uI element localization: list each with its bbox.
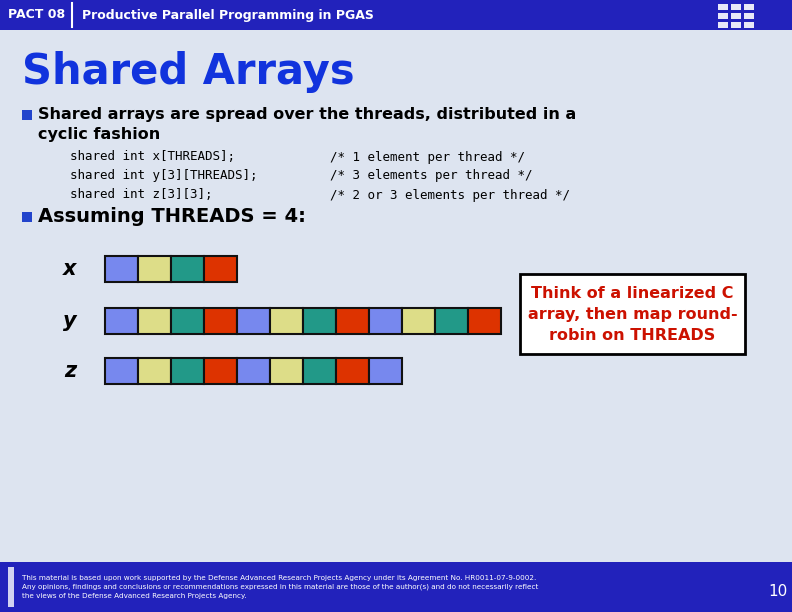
Bar bbox=[0, 562, 792, 612]
Bar bbox=[171, 308, 204, 334]
Bar bbox=[731, 22, 741, 28]
Bar bbox=[138, 256, 171, 282]
Text: Shared Arrays: Shared Arrays bbox=[22, 51, 355, 93]
Bar bbox=[744, 13, 754, 19]
Text: /* 1 element per thread */: /* 1 element per thread */ bbox=[330, 151, 525, 163]
Bar bbox=[138, 358, 171, 384]
Bar bbox=[303, 358, 336, 384]
Bar bbox=[105, 358, 138, 384]
Bar bbox=[731, 4, 741, 10]
Bar bbox=[105, 308, 138, 334]
Bar bbox=[744, 22, 754, 28]
Bar bbox=[237, 308, 270, 334]
Bar bbox=[718, 13, 728, 19]
Text: y: y bbox=[63, 311, 77, 331]
Text: /* 3 elements per thread */: /* 3 elements per thread */ bbox=[330, 170, 532, 182]
Text: Shared arrays are spread over the threads, distributed in a: Shared arrays are spread over the thread… bbox=[38, 108, 577, 122]
Bar bbox=[402, 308, 435, 334]
Bar bbox=[336, 358, 369, 384]
Text: Productive Parallel Programming in PGAS: Productive Parallel Programming in PGAS bbox=[82, 9, 374, 21]
Text: shared int x[THREADS];: shared int x[THREADS]; bbox=[70, 151, 235, 163]
Bar bbox=[105, 256, 138, 282]
Text: PACT 08: PACT 08 bbox=[8, 9, 65, 21]
Text: x: x bbox=[63, 259, 77, 279]
Bar bbox=[718, 22, 728, 28]
Text: Assuming THREADS = 4:: Assuming THREADS = 4: bbox=[38, 207, 306, 226]
Bar bbox=[744, 4, 754, 10]
Bar bbox=[204, 358, 237, 384]
Text: 10: 10 bbox=[768, 584, 787, 600]
Bar bbox=[22, 212, 32, 222]
Bar bbox=[520, 274, 745, 354]
Bar bbox=[138, 308, 171, 334]
Bar bbox=[8, 567, 14, 607]
Bar bbox=[204, 308, 237, 334]
Bar bbox=[237, 358, 270, 384]
Text: cyclic fashion: cyclic fashion bbox=[38, 127, 160, 143]
Text: Think of a linearized C
array, then map round-
robin on THREADS: Think of a linearized C array, then map … bbox=[527, 286, 737, 343]
Bar bbox=[718, 4, 728, 10]
Bar bbox=[468, 308, 501, 334]
Bar bbox=[171, 256, 204, 282]
Bar bbox=[270, 358, 303, 384]
Text: z: z bbox=[64, 361, 76, 381]
Bar bbox=[270, 308, 303, 334]
Text: /* 2 or 3 elements per thread */: /* 2 or 3 elements per thread */ bbox=[330, 188, 570, 201]
Bar bbox=[303, 308, 336, 334]
Text: shared int z[3][3];: shared int z[3][3]; bbox=[70, 188, 212, 201]
Bar bbox=[369, 308, 402, 334]
Text: This material is based upon work supported by the Defense Advanced Research Proj: This material is based upon work support… bbox=[22, 575, 539, 599]
Bar bbox=[22, 110, 32, 120]
Bar bbox=[731, 13, 741, 19]
Bar bbox=[204, 256, 237, 282]
Bar bbox=[0, 0, 792, 30]
Bar bbox=[369, 358, 402, 384]
Bar bbox=[435, 308, 468, 334]
Text: shared int y[3][THREADS];: shared int y[3][THREADS]; bbox=[70, 170, 257, 182]
Bar bbox=[336, 308, 369, 334]
Bar bbox=[171, 358, 204, 384]
